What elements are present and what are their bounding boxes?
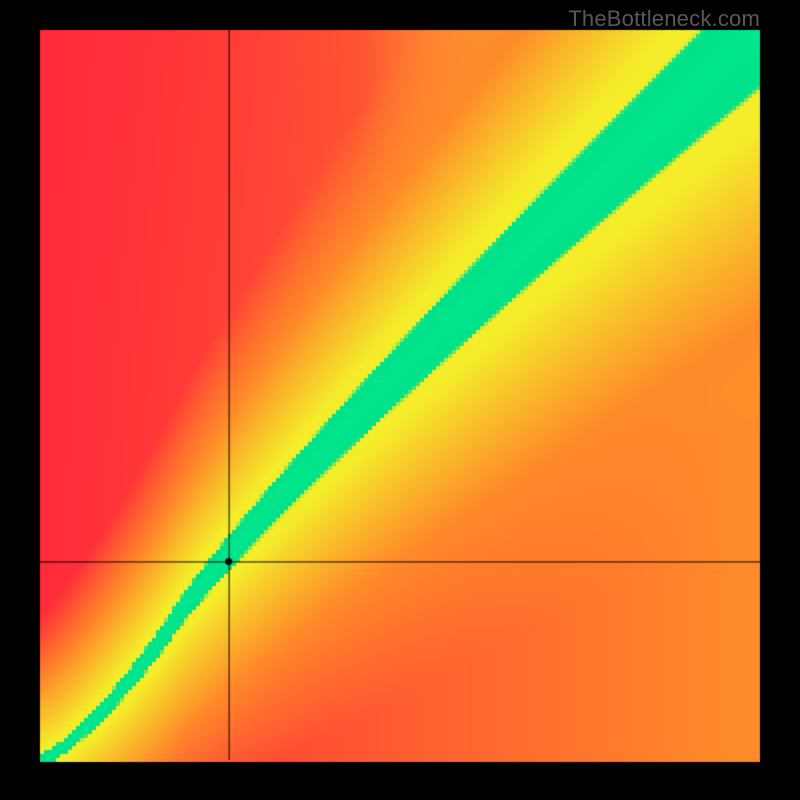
chart-container: TheBottleneck.com: [0, 0, 800, 800]
bottleneck-heatmap: [0, 0, 800, 800]
watermark-text: TheBottleneck.com: [568, 6, 760, 32]
